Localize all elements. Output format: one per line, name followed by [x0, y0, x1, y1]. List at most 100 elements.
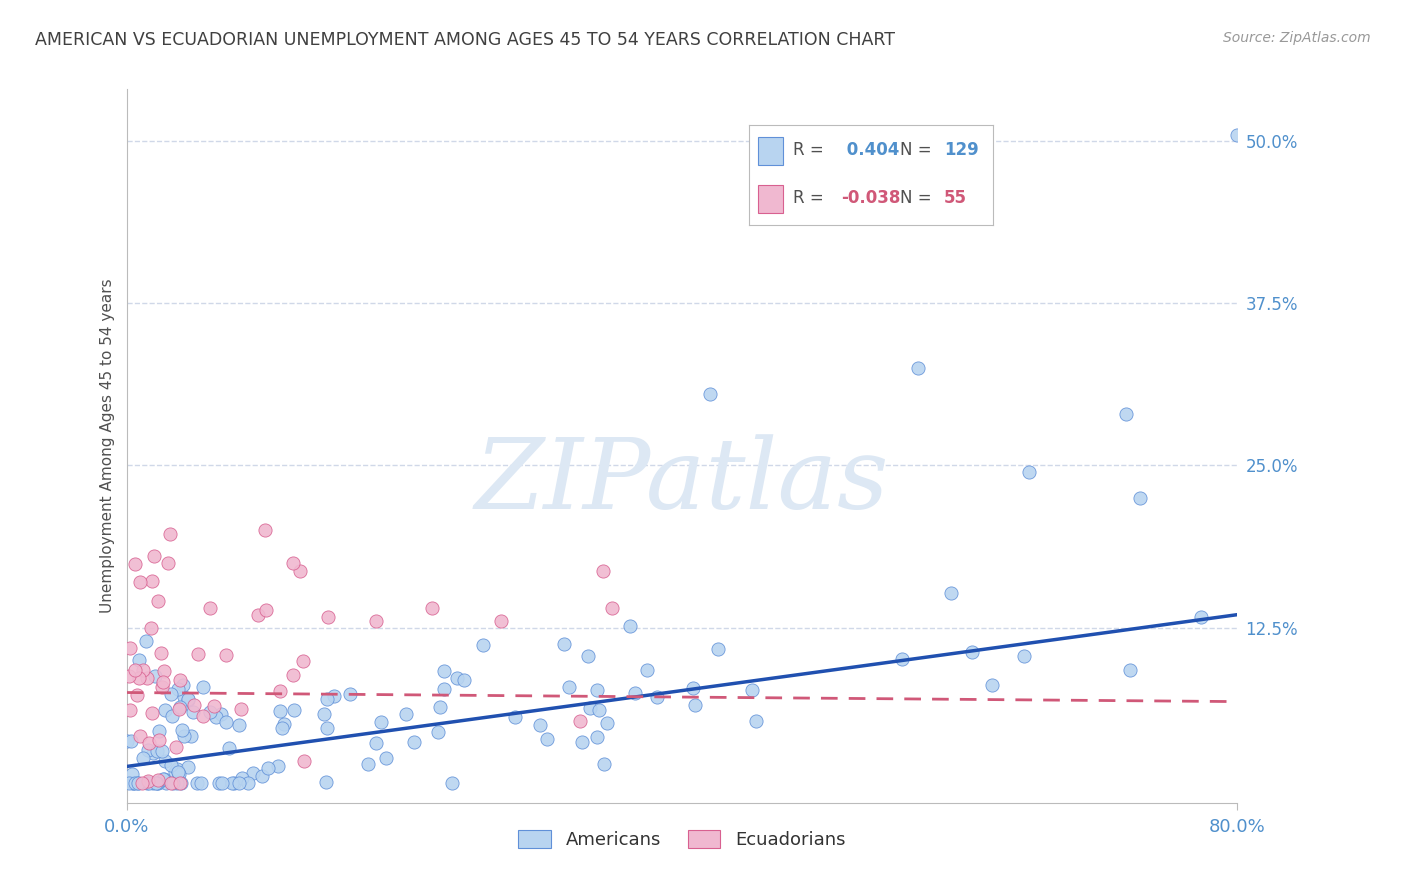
Point [553, 637, 575, 651]
Point [159, 527, 181, 541]
Point [121, 776, 143, 790]
Point [571, 735, 593, 749]
Point [586, 682, 609, 697]
Point [624, 686, 647, 700]
Point [250, 769, 273, 783]
Point [157, 556, 180, 570]
Point [1189, 610, 1212, 624]
Point [1129, 491, 1152, 505]
Point [312, 707, 335, 722]
Point [138, 776, 160, 790]
Point [257, 761, 280, 775]
Point [169, 776, 191, 790]
Point [441, 776, 464, 790]
Point [592, 564, 614, 578]
Point [152, 772, 174, 786]
Point [141, 706, 163, 720]
Text: ZIPatlas: ZIPatlas [475, 434, 889, 529]
Point [121, 767, 143, 781]
Point [127, 776, 149, 790]
Point [557, 680, 579, 694]
Point [190, 776, 212, 790]
Point [132, 664, 155, 678]
Point [231, 772, 253, 786]
Point [267, 758, 290, 772]
Point [149, 647, 172, 661]
Point [181, 706, 204, 720]
Point [143, 669, 166, 683]
Point [204, 710, 226, 724]
Text: Source: ZipAtlas.com: Source: ZipAtlas.com [1223, 31, 1371, 45]
Point [142, 746, 165, 760]
Point [578, 701, 600, 715]
Point [208, 776, 231, 790]
Point [202, 698, 225, 713]
Point [218, 740, 240, 755]
Point [242, 766, 264, 780]
Point [135, 776, 157, 790]
Point [636, 663, 658, 677]
Point [169, 673, 191, 688]
Point [169, 700, 191, 714]
Point [172, 678, 194, 692]
Point [186, 776, 208, 790]
Point [167, 765, 190, 780]
Point [370, 714, 392, 729]
Point [165, 739, 187, 754]
Point [153, 664, 176, 678]
Point [890, 652, 912, 666]
Point [569, 714, 592, 729]
Point [124, 558, 146, 572]
Point [254, 524, 277, 538]
Point [150, 744, 173, 758]
Point [645, 690, 668, 704]
Point [339, 687, 361, 701]
Point [246, 607, 269, 622]
Point [160, 776, 183, 790]
Point [1119, 663, 1142, 677]
Point [145, 776, 167, 790]
Point [173, 690, 195, 704]
Point [209, 707, 232, 722]
Point [741, 682, 763, 697]
Point [503, 710, 526, 724]
Point [315, 774, 337, 789]
Point [148, 733, 170, 747]
Point [1115, 407, 1137, 421]
Point [315, 721, 337, 735]
Point [283, 703, 305, 717]
Point [215, 648, 238, 663]
Point [141, 621, 163, 635]
Point [292, 654, 315, 668]
Point [683, 698, 706, 712]
Point [160, 757, 183, 772]
Point [316, 610, 339, 624]
Point [269, 683, 291, 698]
Point [136, 774, 159, 789]
Point [619, 619, 641, 633]
Point [191, 709, 214, 723]
Point [271, 721, 294, 735]
Point [169, 776, 191, 790]
Point [427, 725, 450, 739]
Point [198, 601, 221, 615]
Point [191, 680, 214, 694]
Point [177, 760, 200, 774]
Point [357, 756, 380, 771]
Point [200, 705, 222, 719]
Point [128, 653, 150, 667]
Point [177, 692, 200, 706]
Point [120, 703, 142, 717]
Point [166, 762, 188, 776]
Point [183, 698, 205, 713]
Point [135, 672, 157, 686]
Point [960, 644, 983, 658]
Point [215, 715, 238, 730]
Point [586, 730, 609, 744]
Point [180, 729, 202, 743]
Point [127, 688, 149, 702]
Point [1014, 648, 1036, 663]
Point [115, 734, 138, 748]
Point [491, 614, 513, 628]
Point [315, 692, 337, 706]
